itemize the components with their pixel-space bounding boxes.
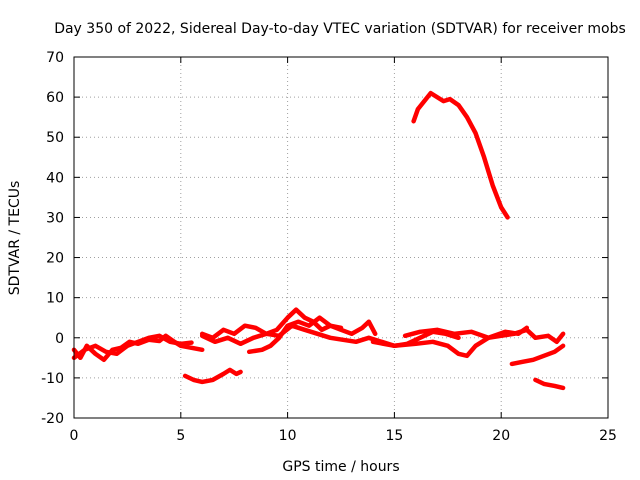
series-track-8 — [402, 325, 530, 341]
y-axis-label: SDTVAR / TECUs — [7, 181, 23, 296]
y-tick-label: 10 — [46, 291, 64, 307]
y-tick-label: 0 — [55, 331, 64, 347]
y-tick-label: -20 — [41, 411, 64, 427]
series-track-10 — [533, 377, 566, 391]
x-tick-label: 5 — [176, 428, 185, 444]
plot-frame — [73, 56, 609, 419]
series-track-11 — [411, 90, 510, 220]
series-track-7 — [370, 327, 566, 359]
series-track-2 — [71, 333, 194, 361]
series-track-9 — [509, 343, 566, 367]
y-tick-label: 50 — [46, 130, 64, 146]
axis-ticks: -20 -10 0 10 20 30 40 50 60 70 0 5 10 15 20 25 — [41, 50, 617, 444]
x-tick-label: 10 — [279, 428, 297, 444]
grid — [74, 57, 608, 418]
y-tick-label: 20 — [46, 251, 64, 267]
series-track-6 — [246, 315, 344, 355]
x-tick-label: 20 — [492, 428, 510, 444]
x-axis-label: GPS time / hours — [282, 459, 399, 475]
y-tick-label: 40 — [46, 170, 64, 186]
y-tick-label: 60 — [46, 90, 64, 106]
y-tick-label: -10 — [41, 371, 64, 387]
series-track-4 — [199, 307, 378, 341]
chart-title: Day 350 of 2022, Sidereal Day-to-day VTE… — [54, 21, 626, 37]
x-tick-label: 0 — [70, 428, 79, 444]
x-tick-label: 25 — [599, 428, 617, 444]
series-track-3 — [182, 367, 243, 385]
y-tick-label: 30 — [46, 210, 64, 226]
y-tick-label: 70 — [46, 50, 64, 66]
series-track-5 — [199, 323, 461, 349]
x-tick-label: 15 — [385, 428, 403, 444]
data-series — [71, 90, 566, 391]
